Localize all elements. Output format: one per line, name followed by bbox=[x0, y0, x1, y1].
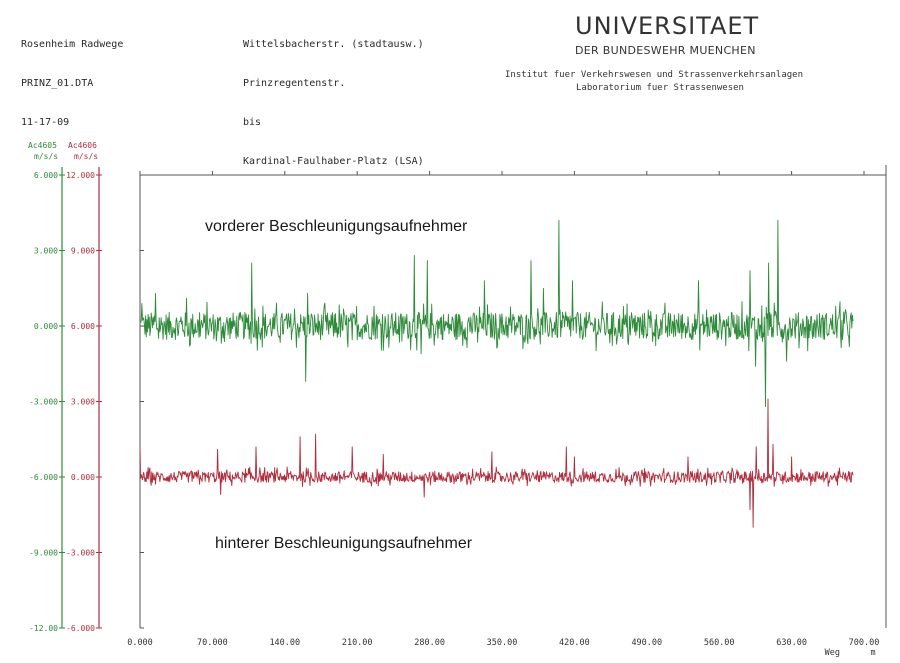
x-tick-label: 210.00 bbox=[342, 638, 373, 648]
y-tick-label: 3.000 bbox=[34, 247, 58, 256]
series-layer bbox=[139, 219, 854, 528]
x-tick-label: 420.00 bbox=[559, 638, 590, 648]
y-tick-label: 3.000 bbox=[71, 398, 95, 407]
route-line-4: Kardinal-Faulhaber-Platz (LSA) bbox=[243, 156, 424, 167]
project-title: Rosenheim Radwege bbox=[21, 39, 124, 50]
series-line bbox=[139, 219, 854, 407]
y-tick-label: 0.000 bbox=[34, 322, 58, 331]
x-tick-label: 560.00 bbox=[704, 638, 735, 648]
x-tick-label: 700.00 bbox=[849, 638, 880, 648]
y-axis-name: Ac4606 bbox=[68, 141, 97, 150]
y-tick-label: -12.00 bbox=[29, 624, 58, 633]
y-axis-unit: m/s/s bbox=[34, 152, 58, 161]
x-axis-unit: m bbox=[870, 648, 875, 658]
university-subtitle: DER BUNDESWEHR MUENCHEN bbox=[575, 44, 756, 57]
x-axis-label: Weg bbox=[825, 648, 840, 658]
laboratory-label: Laboratorium fuer Strassenwesen bbox=[576, 83, 744, 93]
y-tick-label: 6.000 bbox=[34, 171, 58, 180]
route-line-2: Prinzregentenstr. bbox=[243, 78, 346, 89]
x-tick-label: 350.00 bbox=[487, 638, 518, 648]
y-tick-label: 6.000 bbox=[71, 322, 95, 331]
y-tick-label: -6.000 bbox=[66, 624, 95, 633]
x-tick-label: 140.00 bbox=[269, 638, 300, 648]
x-tick-label: 280.00 bbox=[414, 638, 445, 648]
y-tick-label: 12.000 bbox=[66, 171, 95, 180]
plot-frame bbox=[139, 165, 887, 629]
x-tick-label: 0.000 bbox=[127, 638, 153, 648]
y-tick-label: 9.000 bbox=[71, 247, 95, 256]
y-axis-unit: m/s/s bbox=[74, 152, 98, 161]
series-line bbox=[139, 398, 854, 528]
x-axis: 0.000 70.000 140.00 210.00 280.00 350.00 420.0… bbox=[127, 171, 879, 658]
university-title: UNIVERSITAET bbox=[575, 12, 760, 40]
y-tick-label: -6.000 bbox=[29, 473, 58, 482]
y-tick-label: -9.000 bbox=[29, 549, 58, 558]
x-tick-label: 70.000 bbox=[197, 638, 228, 648]
y-tick-label: -3.000 bbox=[66, 549, 95, 558]
x-tick-label: 630.00 bbox=[776, 638, 807, 648]
y-tick-label: 0.000 bbox=[71, 473, 95, 482]
y-axes: Ac4605 m/s/s 6.000 3.000 0.000 -3.000 -6.000 -9… bbox=[28, 141, 102, 633]
y-tick-label: -3.000 bbox=[29, 398, 58, 407]
x-tick-label: 490.00 bbox=[631, 638, 662, 648]
header-left: Rosenheim Radwege PRINZ_01.DTA 11-17-09 bbox=[21, 12, 123, 142]
institute-label: Institut fuer Verkehrswesen und Strassen… bbox=[505, 70, 804, 80]
series-labels: vorderer Beschleunigungsaufnehmer hintere… bbox=[205, 218, 473, 552]
file-name: PRINZ_01.DTA bbox=[21, 78, 94, 89]
route-line-1: Wittelsbacherstr. (stadtausw.) bbox=[243, 39, 424, 50]
y-axis-name: Ac4605 bbox=[28, 141, 57, 150]
header-route: Wittelsbacherstr. (stadtausw.) Prinzrege… bbox=[243, 12, 424, 181]
front-sensor-label: vorderer Beschleunigungsaufnehmer bbox=[205, 218, 468, 235]
rear-sensor-label: hinterer Beschleunigungsaufnehmer bbox=[215, 535, 473, 552]
route-line-3: bis bbox=[243, 117, 262, 128]
date-label: 11-17-09 bbox=[21, 117, 70, 128]
